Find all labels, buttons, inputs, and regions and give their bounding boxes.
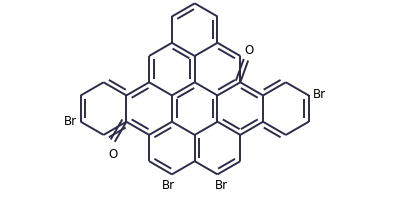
Text: Br: Br: [313, 88, 326, 101]
Text: O: O: [245, 44, 254, 57]
Text: O: O: [108, 148, 117, 161]
Text: Br: Br: [162, 179, 175, 192]
Text: Br: Br: [215, 179, 228, 192]
Text: Br: Br: [64, 115, 77, 128]
